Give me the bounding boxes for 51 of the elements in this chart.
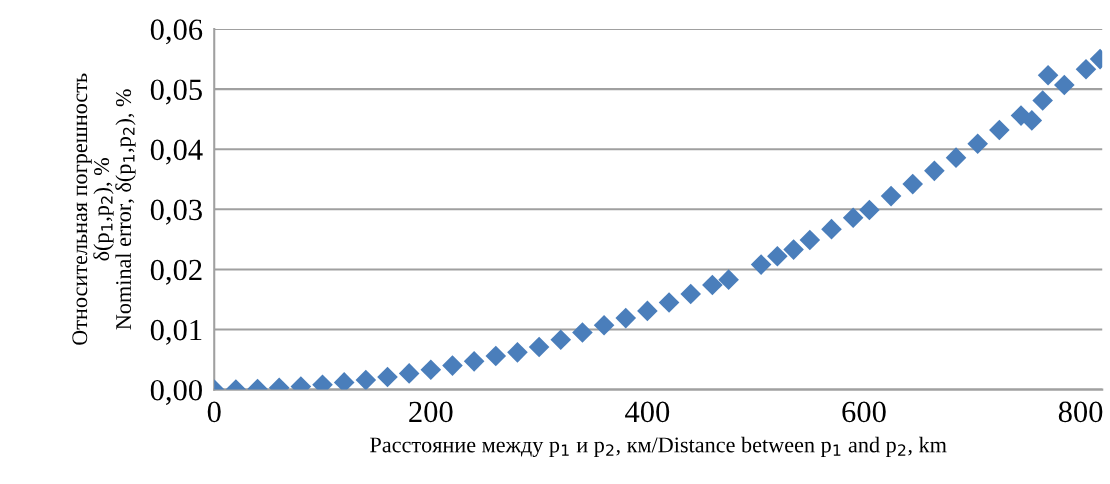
point (528, 336, 550, 358)
x-tick-label: 400 (625, 401, 670, 423)
point (442, 355, 463, 376)
point (398, 363, 420, 384)
point (750, 254, 772, 275)
point (355, 369, 377, 390)
point (859, 199, 880, 221)
text: Расстояние между p$_{1}$ и p$_{2}$, км/Distance between p$_{1}$ and p$_{2}$, km (370, 436, 947, 457)
point (1054, 74, 1075, 96)
point (1037, 65, 1059, 86)
point (572, 322, 593, 343)
point (880, 185, 902, 207)
point (924, 160, 945, 182)
point (1075, 59, 1097, 80)
y-tick-label: 0,02 (150, 259, 202, 285)
point (420, 359, 442, 381)
y-tick-label: 0,06 (150, 19, 203, 45)
x-tick-label: 200 (409, 401, 453, 423)
text: Относительная погрешность δ(p$_{1}$,p$_{2}$), % Nominal error, δ(p$_{1}$,p$_{2}$), % (72, 73, 136, 345)
point (593, 315, 615, 336)
point (615, 307, 637, 329)
point (658, 292, 680, 313)
y-tick-label: 0,01 (150, 319, 202, 345)
point (377, 366, 398, 388)
point (680, 283, 702, 305)
point (507, 342, 528, 363)
point (945, 147, 967, 168)
point (1021, 110, 1043, 131)
y-tick-label: 0,04 (150, 139, 203, 165)
point (967, 133, 988, 155)
point (702, 274, 723, 296)
point (550, 329, 572, 351)
point (821, 218, 842, 240)
point (637, 300, 658, 322)
point (1032, 90, 1053, 111)
point (767, 245, 788, 267)
point (463, 351, 485, 372)
point (799, 229, 821, 251)
point (783, 239, 804, 260)
x-tick-label: 800 (1058, 401, 1103, 423)
point (333, 372, 355, 390)
point (842, 207, 864, 229)
x-tick-label: 0 (207, 401, 221, 423)
point (485, 345, 507, 367)
point (902, 173, 924, 195)
point (718, 269, 739, 290)
y-tick-label: 0,05 (150, 79, 202, 105)
y-tick-label: 0,00 (150, 379, 202, 405)
y-tick-label: 0,03 (150, 199, 202, 225)
x-tick-label: 600 (842, 401, 886, 423)
point (989, 119, 1010, 141)
